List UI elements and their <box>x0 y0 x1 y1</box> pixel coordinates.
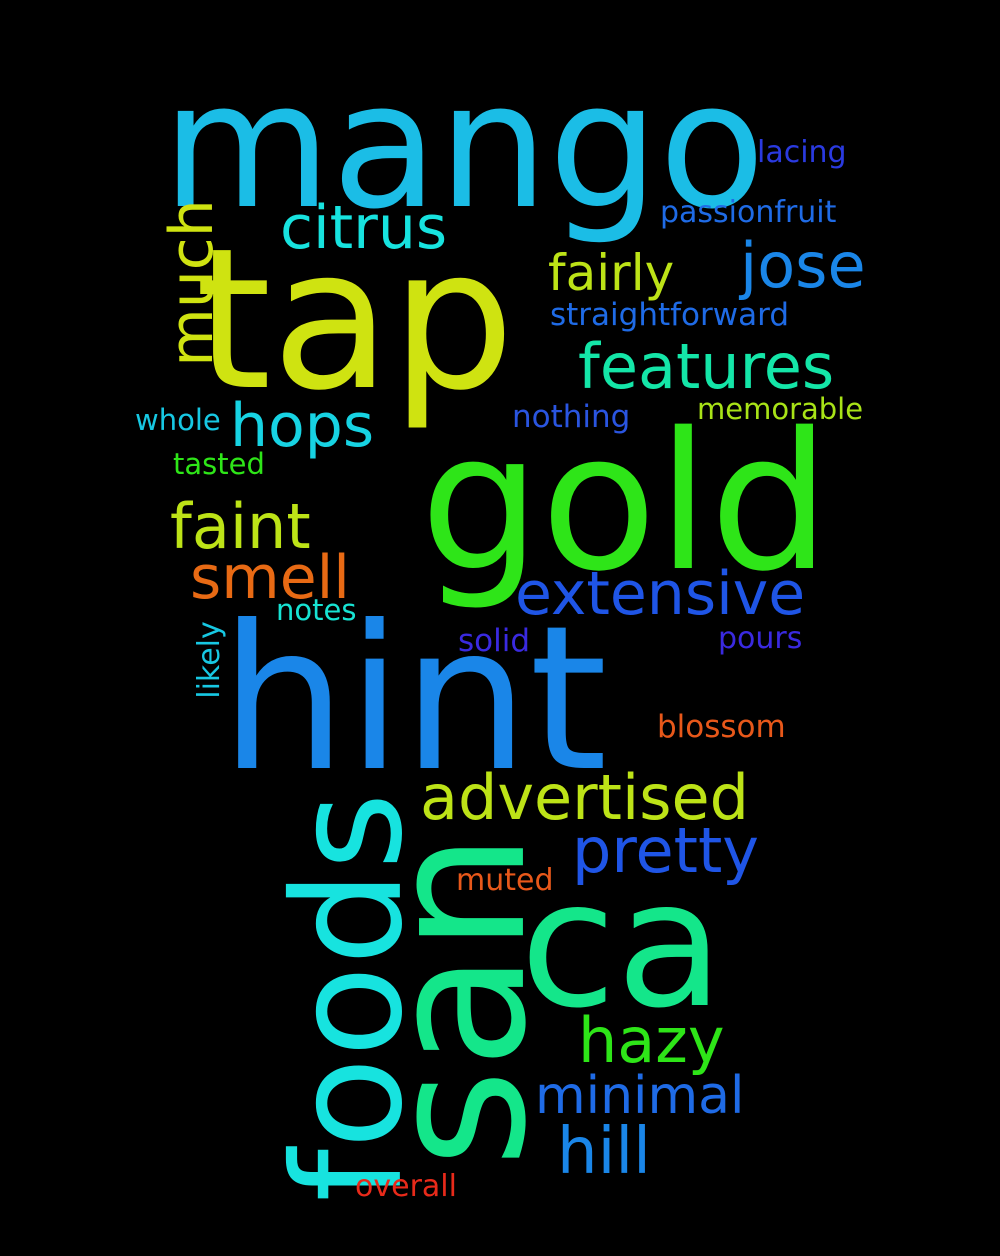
word-lacing: lacing <box>757 135 847 170</box>
word-hops: hops <box>230 391 375 461</box>
word-advertised: advertised <box>420 761 750 834</box>
word-foods: foods <box>261 792 436 1202</box>
word-memorable: memorable <box>697 392 864 426</box>
word-whole: whole <box>135 403 221 437</box>
word-blossom: blossom <box>657 709 786 745</box>
word-pours: pours <box>718 621 803 656</box>
word-tasted: tasted <box>173 447 265 481</box>
word-much: much <box>156 199 227 367</box>
word-notes: notes <box>276 593 357 627</box>
word-features: features <box>578 330 835 403</box>
word-likely: likely <box>191 621 227 699</box>
word-mango: mango <box>162 45 766 248</box>
word-faint: faint <box>170 490 311 563</box>
word-passionfruit: passionfruit <box>660 195 837 230</box>
word-hint: hint <box>220 583 608 816</box>
word-smell: smell <box>190 543 350 613</box>
word-extensive: extensive <box>515 559 806 629</box>
word-nothing: nothing <box>512 399 631 435</box>
word-minimal: minimal <box>535 1066 745 1126</box>
word-fairly: fairly <box>548 244 675 302</box>
word-hazy: hazy <box>578 1004 725 1077</box>
word-ca: ca <box>520 844 724 1047</box>
word-hill: hill <box>557 1115 651 1189</box>
word-overall: overall <box>355 1169 457 1204</box>
word-straightforward: straightforward <box>550 297 789 333</box>
word-pretty: pretty <box>572 814 759 887</box>
word-citrus: citrus <box>280 193 448 263</box>
word-muted: muted <box>456 863 554 898</box>
word-gold: gold <box>420 392 831 613</box>
word-tap: tap <box>195 206 515 433</box>
word-jose: jose <box>740 229 866 302</box>
word-solid: solid <box>458 623 531 659</box>
